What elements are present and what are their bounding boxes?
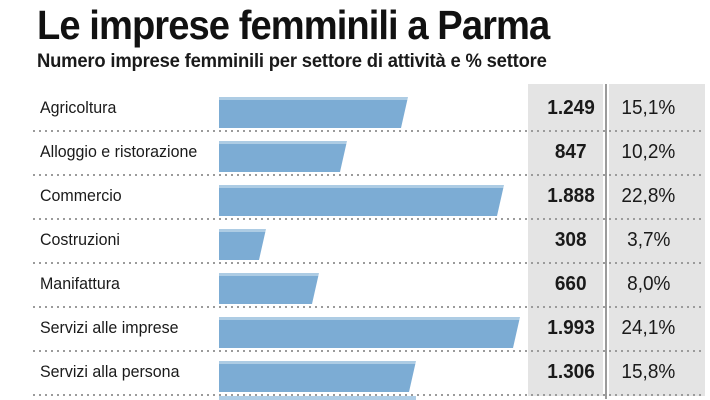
bar-servizi-alla-persona: [219, 361, 416, 392]
table-row: Costruzioni 308 3,7%: [0, 220, 710, 264]
table-row: Manifattura 660 8,0%: [0, 264, 710, 308]
percent-value: 24,1%: [621, 316, 676, 339]
bar-costruzioni: [219, 229, 266, 260]
row-divider: [33, 350, 705, 352]
percent-value: 3,7%: [626, 228, 671, 251]
category-label: Manifattura: [40, 274, 120, 293]
column-divider-line: [605, 84, 607, 399]
category-label: Alloggio e ristorazione: [40, 142, 198, 161]
category-label: Servizi alla persona: [40, 362, 180, 381]
count-value: 1.993: [547, 316, 595, 339]
category-label: Servizi alle imprese: [40, 318, 179, 337]
count-value: 660: [555, 272, 587, 295]
cropped-bar-edge: [219, 396, 416, 400]
percent-value: 22,8%: [621, 184, 676, 207]
page-subtitle: Numero imprese femminili per settore di …: [37, 51, 547, 72]
percent-value: 15,8%: [621, 360, 676, 383]
count-column-band: [528, 84, 603, 396]
row-divider: [33, 218, 705, 220]
bar-manifattura: [219, 273, 319, 304]
count-value: 1.249: [547, 96, 595, 119]
row-divider: [33, 262, 705, 264]
count-value: 1.888: [547, 184, 595, 207]
bar-alloggio-e-ristorazione: [219, 141, 347, 172]
table-row: Alloggio e ristorazione 847 10,2%: [0, 132, 710, 176]
count-value: 847: [555, 140, 587, 163]
row-divider: [33, 174, 705, 176]
percent-value: 10,2%: [621, 140, 676, 163]
category-label: Agricoltura: [40, 98, 117, 117]
category-label: Commercio: [40, 186, 122, 205]
bar-commercio: [219, 185, 504, 216]
table-row: Servizi alle imprese 1.993 24,1%: [0, 308, 710, 352]
category-label: Costruzioni: [40, 230, 120, 249]
table-row: Commercio 1.888 22,8%: [0, 176, 710, 220]
row-divider: [33, 130, 705, 132]
count-value: 1.306: [547, 360, 595, 383]
percent-value: 8,0%: [626, 272, 671, 295]
row-divider: [33, 394, 705, 396]
bar-servizi-alle-imprese: [219, 317, 520, 348]
percent-column-band: [609, 84, 705, 396]
row-divider: [33, 306, 705, 308]
chart-rows: Agricoltura 1.249 15,1% Alloggio e risto…: [0, 88, 710, 396]
table-row: Servizi alla persona 1.306 15,8%: [0, 352, 710, 396]
count-value: 308: [555, 228, 587, 251]
table-row: Agricoltura 1.249 15,1%: [0, 88, 710, 132]
page-title: Le imprese femminili a Parma: [37, 2, 550, 48]
percent-value: 15,1%: [621, 96, 676, 119]
bar-agricoltura: [219, 97, 408, 128]
